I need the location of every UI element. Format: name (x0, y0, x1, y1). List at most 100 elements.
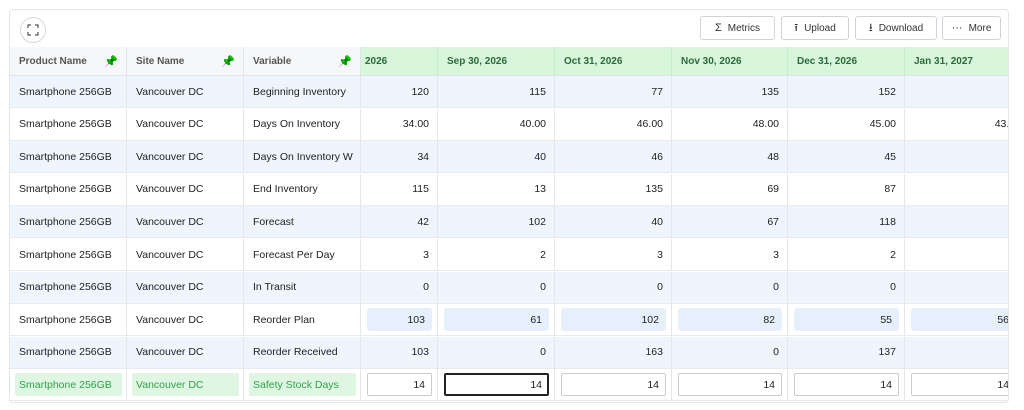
expand-button[interactable] (20, 17, 46, 43)
header-date-2[interactable]: Oct 31, 2026 (555, 47, 672, 76)
cell-text: Beginning Inventory (253, 85, 346, 98)
value-cell[interactable]: 14 (788, 369, 905, 402)
value-text: 46.00 (636, 118, 663, 131)
cell-site: Vancouver DC (127, 271, 244, 304)
value-cell: 0 (905, 271, 1008, 304)
value-cell: 42 (361, 206, 438, 239)
cell-text: End Inventory (253, 183, 318, 196)
value-cell: 45.00 (788, 108, 905, 141)
header-variable[interactable]: Variable 📌 (244, 47, 361, 76)
cell-product: Smartphone 256GB (10, 76, 127, 108)
cell-text: Reorder Received (253, 346, 338, 359)
value-text: 120 (411, 85, 429, 98)
column-header-label: Site Name (136, 55, 185, 67)
value-cell: 48 (672, 141, 788, 174)
safety-stock-input[interactable]: 14 (678, 373, 782, 397)
value-cell: 40 (438, 141, 555, 174)
safety-stock-input[interactable]: 14 (367, 373, 432, 397)
reorder-plan-input[interactable]: 61 (444, 308, 549, 332)
value-cell: 3 (672, 239, 788, 271)
cell-site: Vancouver DC (127, 304, 244, 337)
cell-text: In Transit (253, 281, 297, 294)
cell-text: Forecast Per Day (253, 248, 335, 261)
toolbar: Σ Metrics ⭱ Upload ⭳ Download ··· More (10, 10, 1008, 47)
value-text: 42 (417, 215, 429, 228)
reorder-plan-input[interactable]: 82 (678, 308, 782, 332)
pin-icon[interactable]: 📌 (221, 56, 235, 68)
cell-site: Vancouver DC (127, 336, 244, 369)
sigma-icon: Σ (714, 21, 722, 34)
value-text: 3 (423, 248, 429, 261)
value-text: 118 (879, 215, 896, 228)
safety-stock-input[interactable]: 14 (561, 373, 666, 397)
cell-text: Smartphone 256GB (19, 313, 112, 326)
cell-product: Smartphone 256GB (10, 271, 127, 304)
download-label: Download (878, 22, 924, 34)
cell-variable: Forecast (244, 206, 361, 239)
value-cell[interactable]: 61 (438, 304, 555, 337)
upload-button[interactable]: ⭱ Upload (781, 16, 849, 40)
reorder-plan-input[interactable]: 55 (794, 308, 899, 332)
header-date-5[interactable]: Jan 31, 2027 (905, 47, 1008, 76)
value-cell: 48.00 (672, 108, 788, 141)
header-date-3[interactable]: Nov 30, 2026 (672, 47, 788, 76)
value-cell: 115 (361, 173, 438, 206)
pin-icon[interactable]: 📌 (104, 56, 118, 68)
value-cell[interactable]: 14 (438, 369, 555, 402)
metrics-label: Metrics (727, 22, 761, 34)
value-text: 77 (651, 85, 663, 98)
table-row: Smartphone 256GB Vancouver DC Days On Inve… (10, 108, 1008, 141)
value-cell[interactable]: 14 (555, 369, 672, 402)
header-product-name[interactable]: Product Name 📌 (10, 47, 127, 76)
value-cell[interactable]: 14 (672, 369, 788, 402)
grid-panel: Σ Metrics ⭱ Upload ⭳ Download ··· More P… (9, 9, 1009, 403)
more-button[interactable]: ··· More (942, 16, 1001, 40)
value-cell: 0 (361, 271, 438, 304)
value-cell[interactable]: 14 (361, 369, 438, 402)
value-cell[interactable]: 56 (905, 304, 1008, 337)
safety-stock-input[interactable]: 14 (444, 373, 549, 397)
pin-icon[interactable]: 📌 (338, 56, 352, 68)
safety-stock-input[interactable]: 14 (911, 373, 1008, 397)
header-date-4[interactable]: Dec 31, 2026 (788, 47, 905, 76)
value-cell: 135 (555, 173, 672, 206)
table-row: Smartphone 256GB Vancouver DC End Inventor… (10, 173, 1008, 206)
cell-site: Vancouver DC (127, 239, 244, 271)
date-header-label: Nov 30, 2026 (681, 55, 742, 67)
value-text: 69 (767, 183, 779, 196)
reorder-plan-input[interactable]: 102 (561, 308, 666, 332)
cell-variable: Days On Inventory (244, 108, 361, 141)
reorder-plan-input[interactable]: 103 (367, 308, 432, 332)
value-cell[interactable]: 55 (788, 304, 905, 337)
value-cell: 137 (788, 336, 905, 369)
value-cell[interactable]: 82 (672, 304, 788, 337)
value-cell: 135 (672, 76, 788, 108)
metrics-button[interactable]: Σ Metrics (700, 16, 775, 40)
value-cell: 43 (905, 141, 1008, 174)
value-text: 102 (528, 215, 546, 228)
header-date-0[interactable]: 2026 (361, 47, 438, 76)
value-text: 87 (884, 183, 896, 196)
header-date-1[interactable]: Sep 30, 2026 (438, 47, 555, 76)
cell-text: Vancouver DC (136, 215, 204, 228)
download-button[interactable]: ⭳ Download (855, 16, 937, 40)
value-cell: 115 (438, 76, 555, 108)
cell-product: Smartphone 256GB (10, 173, 127, 206)
value-cell[interactable]: 102 (555, 304, 672, 337)
cell-text: Vancouver DC (136, 346, 204, 359)
safety-stock-input[interactable]: 14 (794, 373, 899, 397)
header-site-name[interactable]: Site Name 📌 (127, 47, 244, 76)
cell-text: Days On Inventory (253, 118, 340, 131)
value-cell: 118 (788, 206, 905, 239)
cell-text: Smartphone 256GB (19, 215, 112, 228)
value-cell: 87 (788, 173, 905, 206)
value-text: 2 (540, 248, 546, 261)
value-cell[interactable]: 103 (361, 304, 438, 337)
reorder-plan-input[interactable]: 56 (911, 308, 1008, 332)
value-text: 43.00 (994, 118, 1008, 131)
value-cell[interactable]: 14 (905, 369, 1008, 402)
cell-text: Reorder Plan (253, 313, 315, 326)
cell-product: Smartphone 256GB (10, 141, 127, 174)
value-text: 34.00 (402, 118, 429, 131)
table-row: Smartphone 256GB Vancouver DC Forecast Per… (10, 239, 1008, 271)
